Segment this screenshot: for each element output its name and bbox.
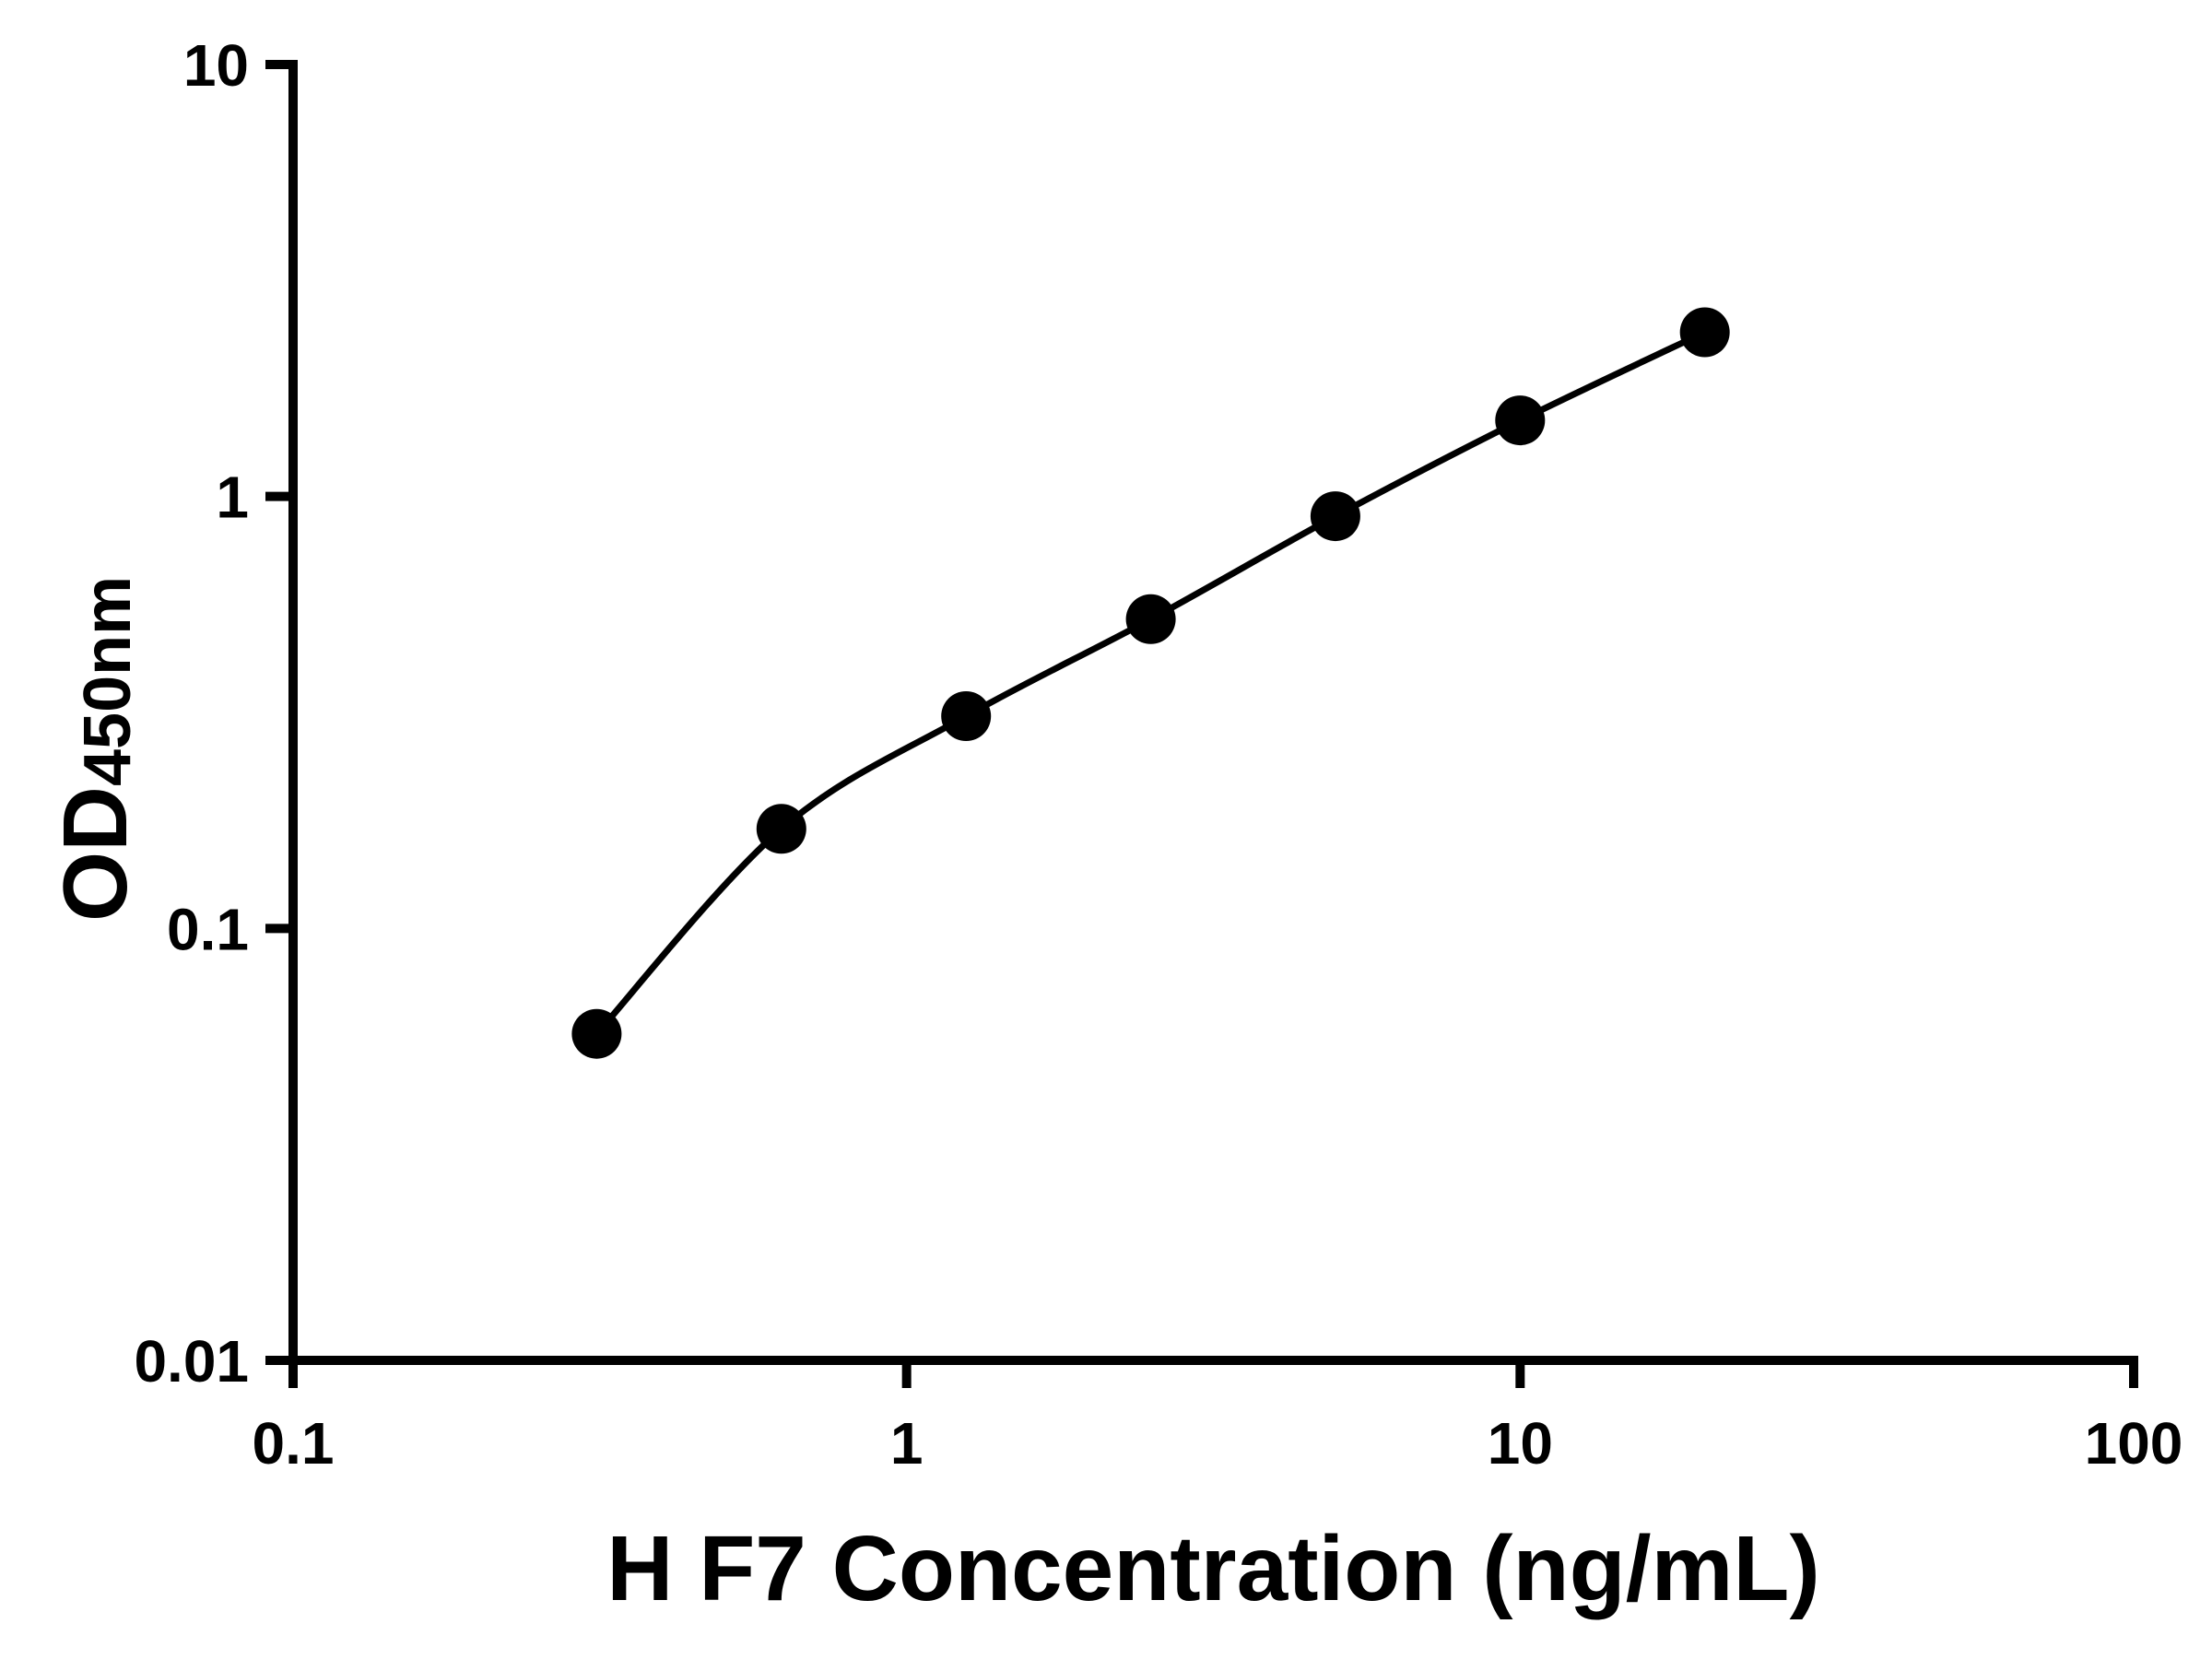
y-tick-label: 0.1 bbox=[167, 896, 249, 962]
x-tick-label: 1 bbox=[890, 1410, 924, 1477]
y-tick-label: 10 bbox=[183, 32, 249, 99]
x-axis-title: H F7 Concentration (ng/mL) bbox=[606, 1517, 1820, 1620]
y-tick-label: 0.01 bbox=[134, 1328, 249, 1394]
data-point bbox=[1125, 594, 1176, 644]
data-point bbox=[1310, 491, 1360, 542]
fit-curve bbox=[594, 329, 1707, 1037]
y-axis-title: OD450nm bbox=[44, 575, 146, 922]
data-point bbox=[571, 1008, 622, 1059]
data-point bbox=[1495, 395, 1546, 446]
x-tick-label: 10 bbox=[1488, 1410, 1553, 1477]
data-point bbox=[1679, 307, 1730, 358]
data-point bbox=[756, 804, 806, 854]
x-tick-label: 0.1 bbox=[253, 1410, 335, 1477]
axis-lines bbox=[288, 60, 2138, 1365]
y-axis-title-main: OD bbox=[44, 786, 146, 922]
y-tick-label: 1 bbox=[216, 465, 249, 531]
data-point bbox=[941, 691, 992, 741]
x-tick-label: 100 bbox=[2085, 1410, 2183, 1477]
y-axis-title-sub: 450nm bbox=[71, 575, 145, 786]
